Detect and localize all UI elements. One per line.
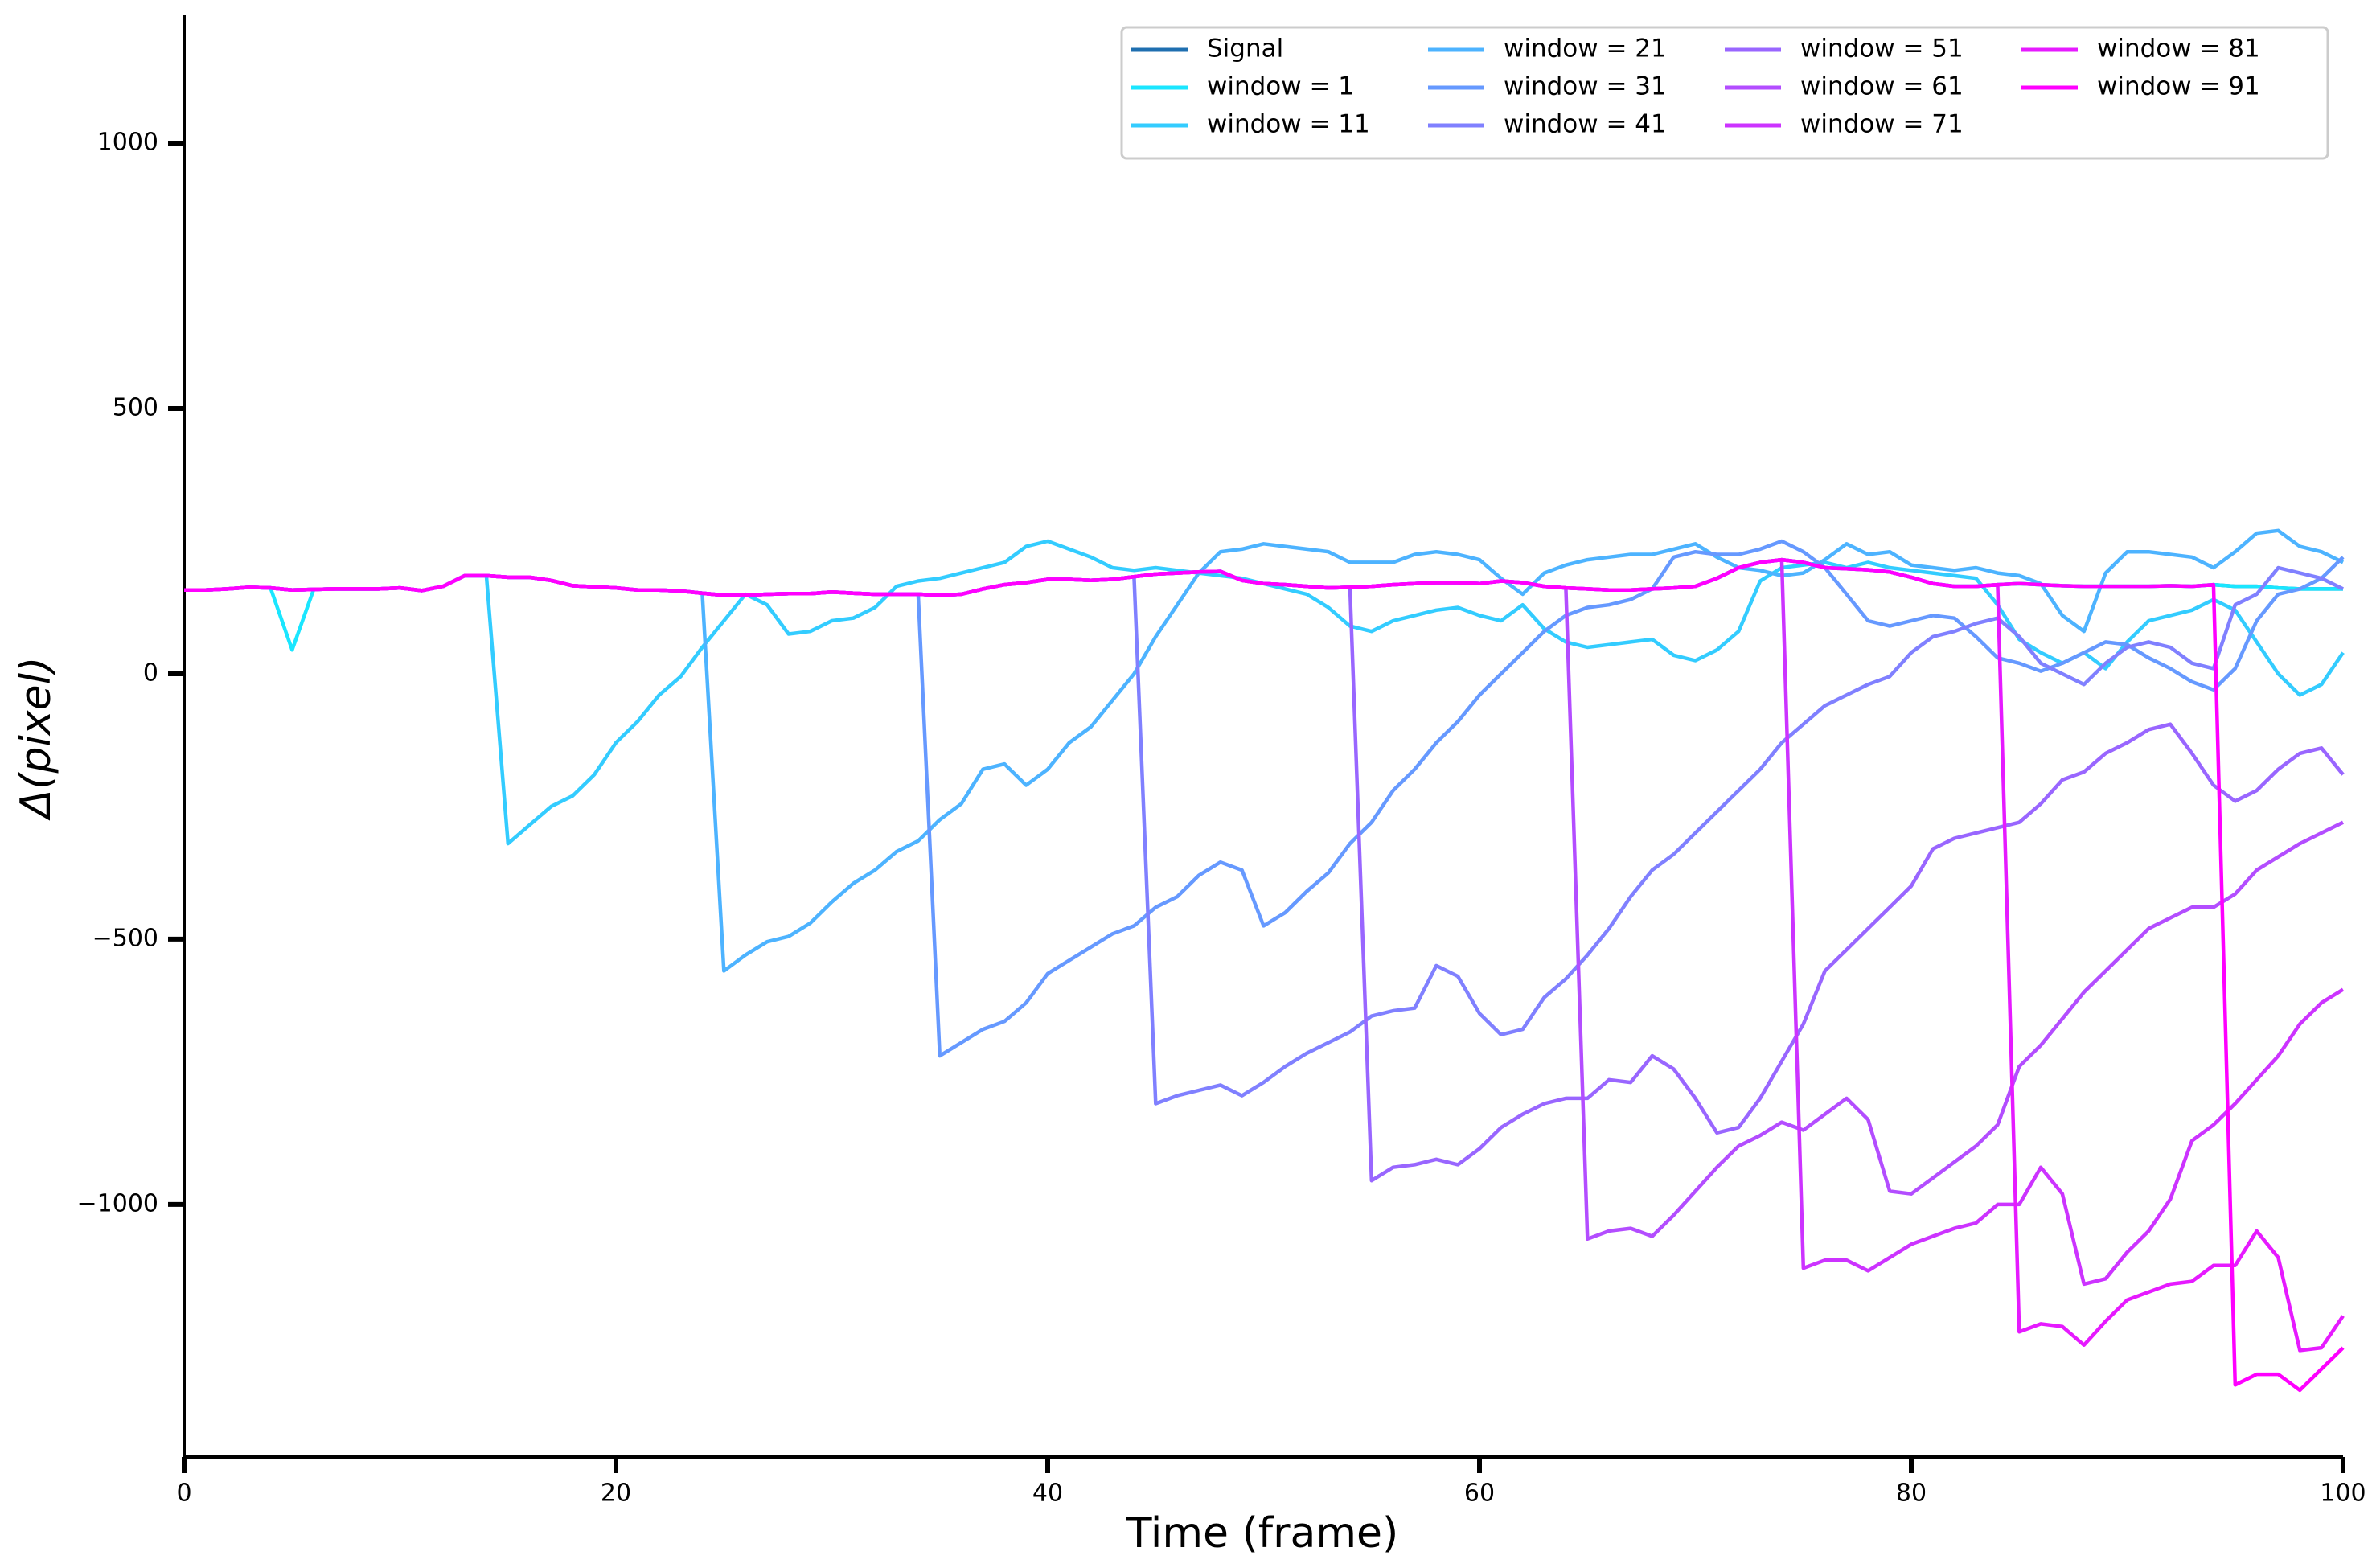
y-tick-label: −500 bbox=[92, 924, 158, 952]
series-line bbox=[184, 569, 2344, 1242]
series-line bbox=[184, 557, 2345, 1353]
x-tick-label: 80 bbox=[1896, 1480, 1927, 1508]
legend-label: window = 41 bbox=[1504, 110, 1667, 139]
legend-label: Signal bbox=[1207, 35, 1283, 64]
legend-label: window = 91 bbox=[2097, 72, 2260, 101]
x-tick-label: 60 bbox=[1464, 1480, 1495, 1508]
y-tick-label: 0 bbox=[143, 659, 158, 687]
y-tick-label: 1000 bbox=[97, 129, 158, 157]
legend-label: window = 61 bbox=[1800, 72, 1964, 101]
legend-label: window = 51 bbox=[1800, 35, 1964, 64]
legend-box bbox=[1120, 26, 2329, 160]
legend-label: window = 71 bbox=[1800, 110, 1964, 139]
x-tick-label: 40 bbox=[1032, 1480, 1063, 1508]
y-tick-label: −1000 bbox=[77, 1189, 158, 1217]
series-line bbox=[184, 539, 2345, 846]
x-tick-label: 100 bbox=[2320, 1480, 2366, 1508]
legend: Signal window = 1 window = 11 window = 21 wi… bbox=[1120, 26, 2329, 160]
x-tick-label: 20 bbox=[601, 1480, 631, 1508]
series-line bbox=[184, 528, 2344, 973]
x-axis-label: Time (frame) bbox=[1126, 1509, 1399, 1558]
y-axis-label: Δ(pixel) bbox=[12, 657, 60, 822]
legend-label: window = 11 bbox=[1207, 110, 1370, 139]
legend-label: window = 81 bbox=[2097, 35, 2260, 64]
x-tick-label: 0 bbox=[176, 1480, 191, 1508]
legend-label: window = 31 bbox=[1504, 72, 1667, 101]
series-line bbox=[184, 539, 2345, 1058]
y-tick-label: 500 bbox=[113, 394, 158, 422]
legend-label: window = 21 bbox=[1504, 35, 1667, 64]
series-line bbox=[184, 557, 2345, 1393]
legend-label: window = 1 bbox=[1207, 72, 1354, 101]
